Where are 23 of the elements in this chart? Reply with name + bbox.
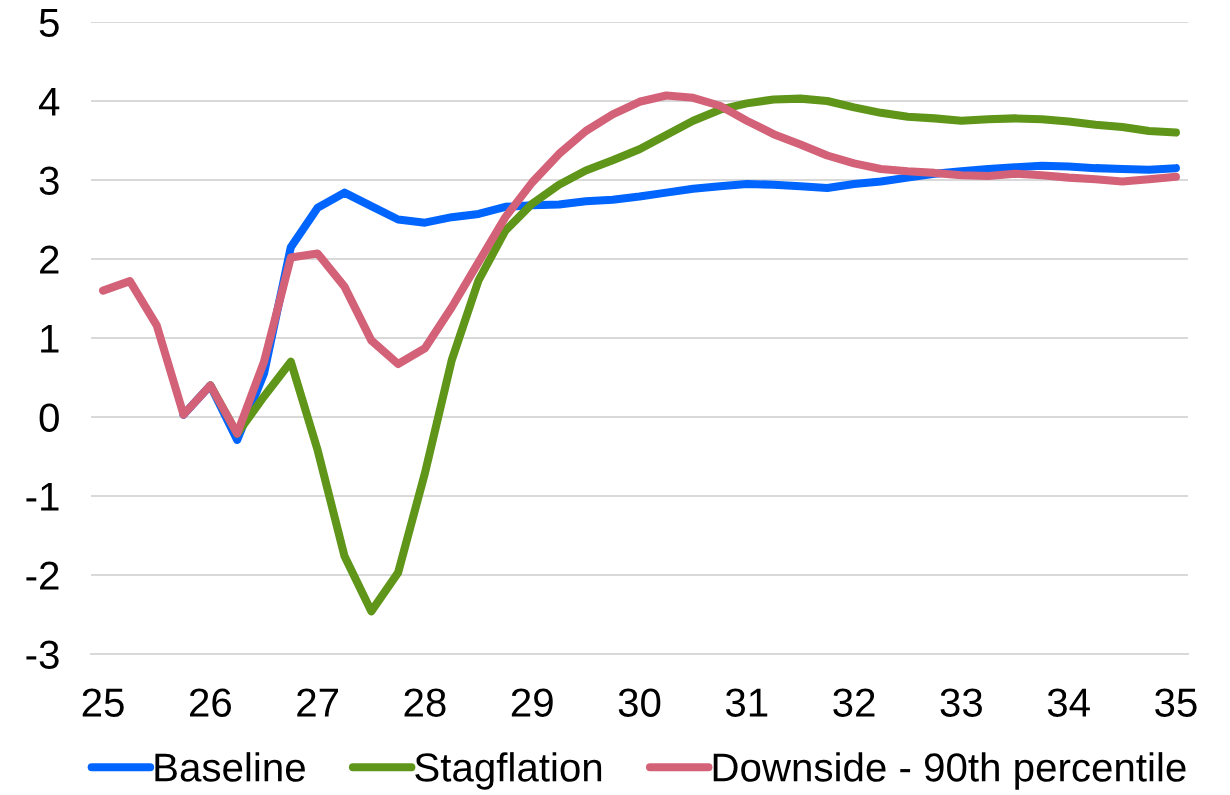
- y-tick-label: 1: [41, 324, 59, 353]
- x-tick-label: 29: [511, 688, 553, 717]
- x-tick-label: 28: [404, 688, 446, 717]
- y-tick-label: 0: [39, 403, 59, 432]
- x-tick-label: 26: [189, 688, 231, 717]
- x-tick-label: 35: [1155, 688, 1197, 717]
- y-tick-label: 3: [39, 166, 59, 195]
- x-tick-label: 34: [1047, 688, 1090, 717]
- x-tick-label: 31: [725, 688, 768, 717]
- x-tick-label: 32: [833, 688, 875, 717]
- y-tick-label: 5: [39, 8, 59, 37]
- x-tick-label: 25: [82, 688, 124, 717]
- y-tick-label: -2: [26, 561, 59, 590]
- legend-label: Stagflation: [415, 752, 602, 790]
- y-tick-label: -1: [26, 482, 59, 511]
- y-tick-label: -3: [26, 640, 59, 669]
- x-tick-label: 27: [297, 688, 339, 717]
- y-tick-label: 2: [40, 245, 59, 274]
- legend-label: Downside - 90th percentile: [713, 752, 1186, 790]
- x-tick-label: 33: [940, 688, 982, 717]
- x-tick-label: 30: [618, 688, 661, 717]
- y-tick-label: 4: [38, 87, 60, 116]
- legend-label: Baseline: [155, 752, 305, 782]
